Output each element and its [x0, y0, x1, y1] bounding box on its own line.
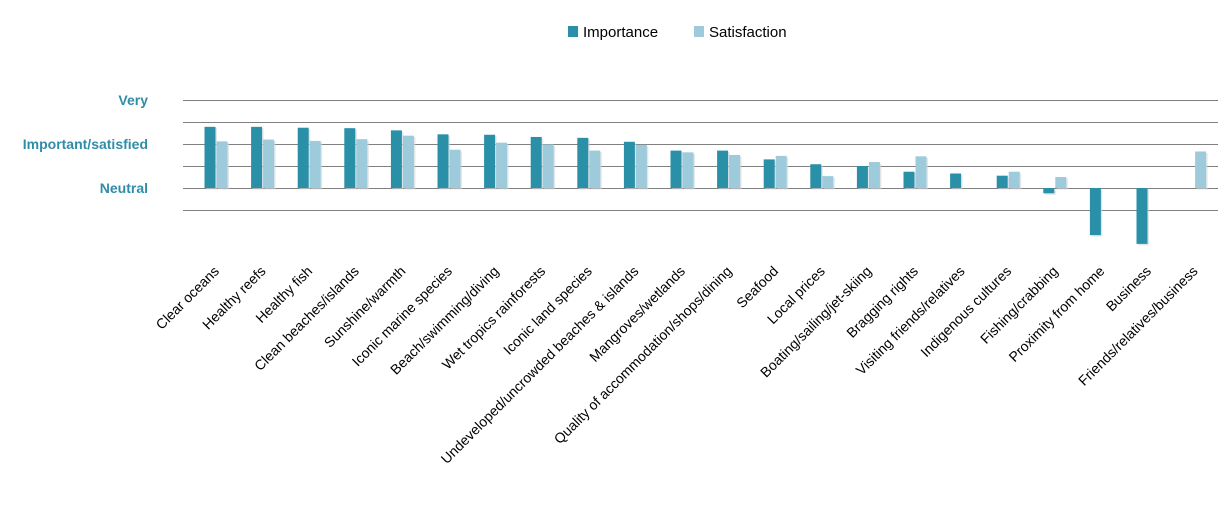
y-axis-labels: Very Important/satisfied Neutral	[23, 92, 148, 196]
bar-importance	[950, 173, 962, 188]
gridlines	[183, 100, 1218, 211]
bar-satisfaction	[309, 140, 321, 188]
y-level-label: Important/satisfied	[23, 136, 148, 152]
bar-importance	[670, 150, 682, 188]
bar-importance	[1089, 188, 1101, 236]
bar-satisfaction	[589, 150, 601, 188]
bar-importance	[717, 150, 729, 188]
bar-importance	[204, 126, 216, 188]
bar-satisfaction	[729, 155, 741, 188]
bar-satisfaction	[449, 149, 461, 188]
bar-satisfaction	[542, 144, 554, 188]
bar-satisfaction	[496, 142, 508, 188]
x-tick-label: Iconic land species	[500, 263, 595, 358]
legend-label-importance: Importance	[583, 24, 658, 41]
bar-importance	[996, 175, 1008, 188]
bar-importance	[810, 164, 822, 188]
bar-importance	[344, 128, 356, 188]
bar-importance	[437, 134, 449, 188]
x-tick-label: Sunshine/warmth	[321, 263, 409, 351]
bar-satisfaction	[682, 152, 694, 188]
y-level-label: Neutral	[100, 180, 148, 196]
bar-satisfaction	[1055, 177, 1067, 188]
bar-importance	[1136, 188, 1148, 244]
bar-importance	[484, 134, 496, 188]
bar-importance	[577, 137, 589, 188]
bar-satisfaction	[822, 176, 834, 188]
bar-importance	[390, 130, 402, 188]
bar-importance	[530, 136, 542, 188]
legend: Importance Satisfaction	[568, 24, 787, 41]
bar-satisfaction	[915, 156, 927, 188]
bar-importance	[856, 166, 868, 188]
bar-satisfaction	[635, 144, 647, 188]
bar-importance	[297, 127, 309, 188]
bar-satisfaction	[1195, 151, 1207, 188]
bar-satisfaction	[1008, 171, 1020, 188]
bars	[204, 126, 1208, 246]
bar-importance	[623, 141, 635, 188]
bar-satisfaction	[868, 162, 880, 188]
x-tick-label: Seafood	[733, 263, 781, 311]
bar-satisfaction	[216, 141, 228, 188]
bar-importance	[251, 126, 263, 188]
bar-satisfaction	[263, 139, 275, 188]
bar-satisfaction	[775, 155, 787, 188]
legend-swatch-satisfaction	[694, 26, 704, 37]
bar-satisfaction	[356, 139, 368, 188]
y-level-label: Very	[118, 92, 148, 108]
bar-importance	[763, 159, 775, 188]
legend-swatch-importance	[568, 26, 578, 37]
bar-importance	[903, 171, 915, 188]
bar-satisfaction	[402, 135, 414, 188]
legend-label-satisfaction: Satisfaction	[709, 24, 787, 41]
bar-importance	[1043, 188, 1055, 194]
